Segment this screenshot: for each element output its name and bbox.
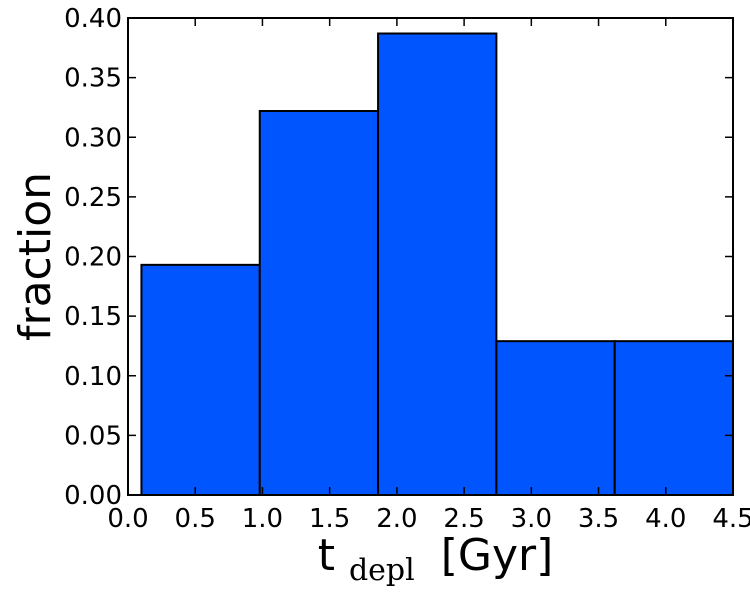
y-tick-label: 0.15 xyxy=(64,302,122,332)
x-tick-label: 2.5 xyxy=(443,504,484,534)
y-axis-label: fraction xyxy=(10,172,61,341)
x-tick-label: 2.0 xyxy=(376,504,417,534)
x-tick-label: 4.0 xyxy=(645,504,686,534)
y-tick-label: 0.40 xyxy=(64,4,122,34)
x-tick-label: 0.0 xyxy=(107,504,148,534)
x-tick-label: 4.5 xyxy=(712,504,750,534)
x-ticks: 0.0 0.5 1.0 1.5 2.0 2.5 3.0 3.5 4.0 4.5 xyxy=(107,18,750,534)
x-axis-label-main: t xyxy=(318,530,335,581)
y-tick-label: 0.05 xyxy=(64,421,122,451)
x-tick-label: 0.5 xyxy=(175,504,216,534)
x-tick-label: 3.5 xyxy=(578,504,619,534)
y-tick-label: 0.30 xyxy=(64,123,122,153)
x-tick-label: 1.5 xyxy=(309,504,350,534)
bars-group xyxy=(140,32,735,497)
y-tick-label: 0.00 xyxy=(64,481,122,511)
histogram-bar xyxy=(258,110,380,496)
histogram-bar xyxy=(495,340,616,497)
y-tick-label: 0.20 xyxy=(64,243,122,273)
y-tick-label: 0.25 xyxy=(64,183,122,213)
x-axis-label: t depl [Gyr] xyxy=(318,530,554,591)
x-axis-label-unit: [Gyr] xyxy=(441,530,554,581)
histogram-bar xyxy=(377,32,498,496)
histogram-bar xyxy=(613,340,735,497)
y-tick-label: 0.10 xyxy=(64,362,122,392)
y-tick-label: 0.35 xyxy=(64,64,122,94)
y-ticks: 0.00 0.05 0.10 0.15 0.20 0.25 0.30 0.35 0.40 xyxy=(64,4,733,511)
x-axis-label-subscript: depl xyxy=(349,553,415,588)
histogram-bar xyxy=(140,263,261,496)
x-tick-label: 1.0 xyxy=(242,504,283,534)
x-tick-label: 3.0 xyxy=(511,504,552,534)
